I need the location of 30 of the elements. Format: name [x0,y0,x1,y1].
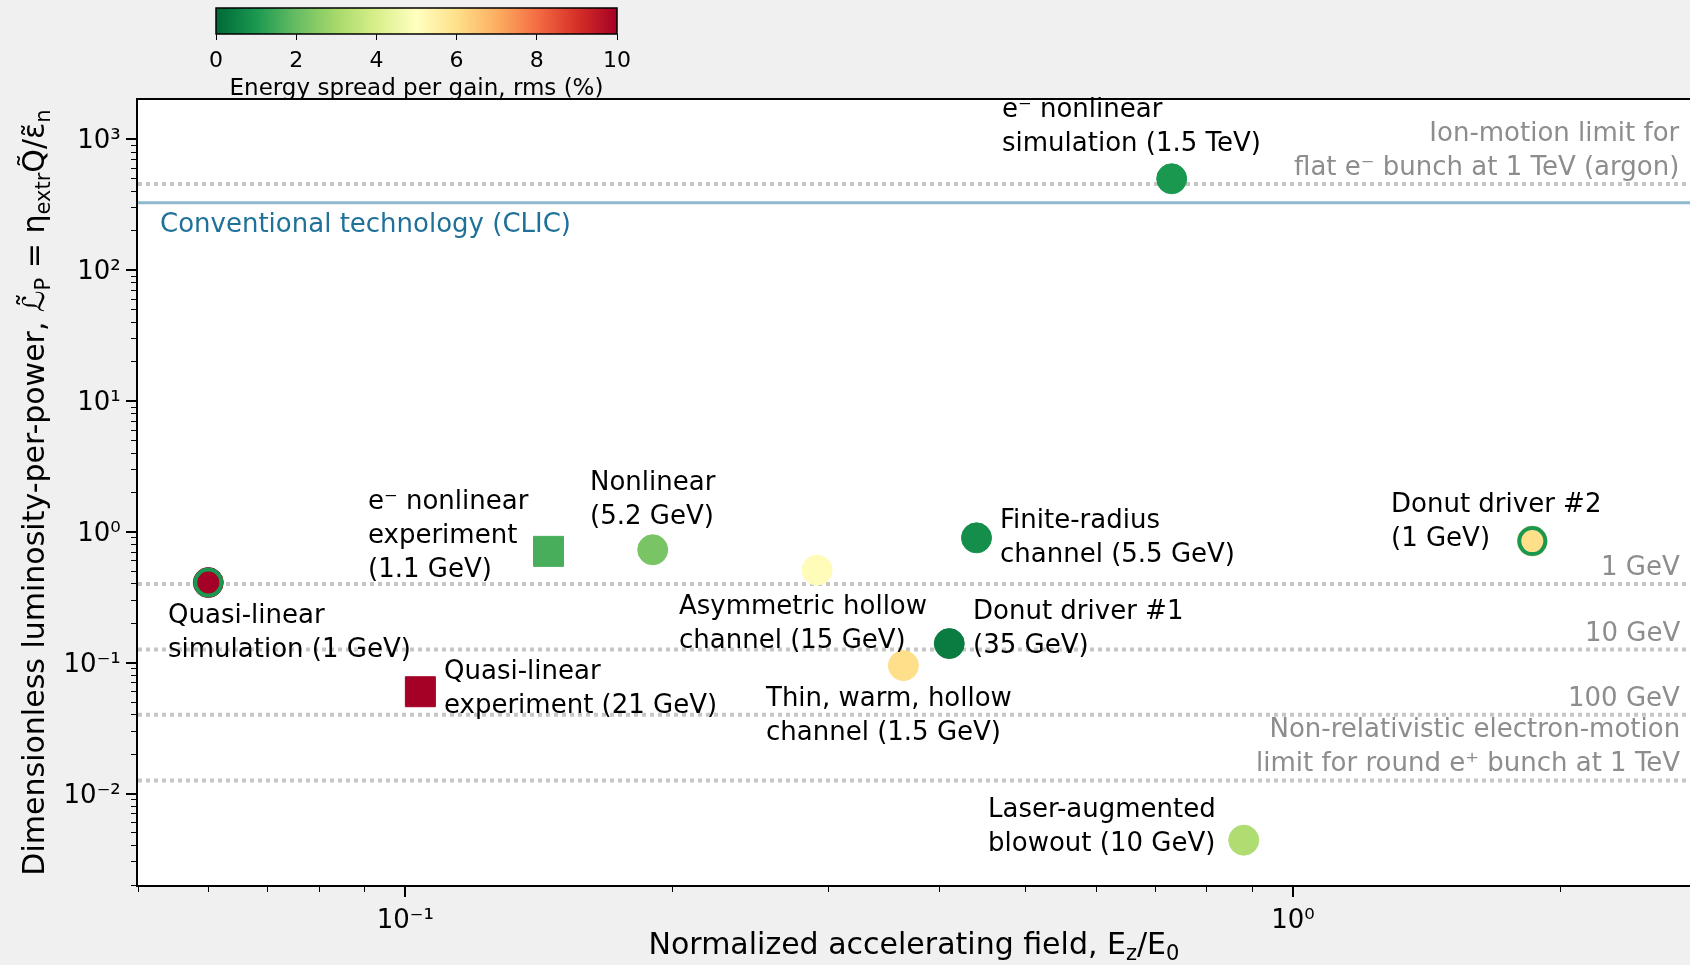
annotation: e⁻ nonlinear simulation (1.5 TeV) [1002,93,1261,157]
color-bar-label: 10 [603,46,631,72]
y-tick-label: 10⁰ [77,516,121,547]
annotation: Quasi-linear experiment (21 GeV) [444,655,718,719]
ref-line-label: 1 GeV [1601,551,1680,581]
ref-line-label: 10 GeV [1585,617,1681,647]
color-bar-label: 4 [369,46,384,72]
annotation: Quasi-linear simulation (1 GeV) [168,599,411,663]
y-tick-label: 10¹ [77,386,121,417]
annotation: Donut driver #1 (35 GeV) [973,595,1184,659]
annotation: Donut driver #2 (1 GeV) [1391,488,1602,552]
ref-line-label: Non-relativistic electron-motion limit for round e⁺ bunch at 1 TeV [1256,713,1681,777]
annotation: Nonlinear (5.2 GeV) [590,466,716,530]
y-tick-label: 10⁻¹ [63,647,121,678]
annotation: e⁻ nonlinear experiment (1.1 GeV) [368,485,529,583]
ref-line-label: 100 GeV [1568,682,1681,712]
ref-line-label: Ion-motion limit for flat e⁻ bunch at 1 TeV (argon) [1294,117,1680,181]
annotation: Thin, warm, hollow channel (1.5 GeV) [765,682,1012,746]
color-bar-label: 8 [529,46,544,72]
y-tick-label: 10³ [77,124,121,155]
color-bar-label: 0 [209,46,223,72]
annotation: Asymmetric hollow channel (15 GeV) [679,590,928,654]
x-axis-title: Normalized accelerating field, E$_{z}$/E$_{0}$ [648,925,1180,965]
color-bar-label: 2 [289,46,304,72]
y-tick-label: 10² [77,255,121,286]
ref-line-label: Conventional technology (CLIC) [160,208,572,238]
annotation: Laser-augmented blowout (10 GeV) [988,793,1216,857]
color-bar-label: 6 [449,46,464,72]
annotation: Finite-radius channel (5.5 GeV) [1000,504,1235,568]
y-tick-label: 10⁻² [63,778,121,809]
